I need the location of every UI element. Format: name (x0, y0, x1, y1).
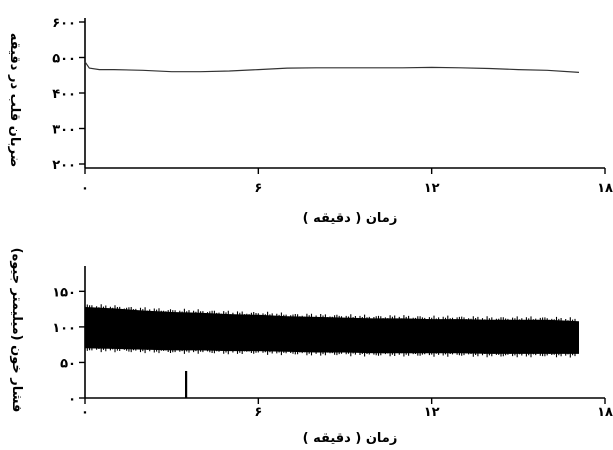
x-tick-label: ۶ (254, 181, 262, 196)
blood-pressure-y-axis: ۰ ۵۰ ۱۰۰ ۱۵۰ (52, 266, 86, 407)
blood-pressure-chart: ۰ ۵۰ ۱۰۰ ۱۵۰ ۰ ۶ ۱۲ ۱۸ فشار خون (میلیمتر جیوه)… (9, 248, 613, 446)
x-tick-label: ۰ (81, 181, 89, 196)
heart-rate-chart: ۲۰۰ ۳۰۰ ۴۰۰ ۵۰۰ ۶۰۰ ۰ ۶ ۱۲ ۱۸ ضربان قلب در دقیق… (7, 16, 613, 226)
x-tick-label: ۱۸ (597, 181, 613, 196)
y-tick-label: ۱۰۰ (52, 321, 76, 336)
y-tick-label: ۲۰۰ (52, 158, 76, 173)
x-tick-label: ۱۸ (597, 405, 613, 420)
blood-pressure-x-axis: ۰ ۶ ۱۲ ۱۸ (81, 397, 613, 420)
x-tick-label: ۶ (254, 405, 262, 420)
y-tick-label: ۵۰ (60, 356, 76, 371)
blood-pressure-x-axis-title: زمان ( دقیقه ) (303, 431, 398, 446)
heart-rate-x-axis-title: زمان ( دقیقه ) (303, 211, 398, 226)
blood-pressure-y-axis-title: فشار خون (میلیمتر جیوه) (9, 248, 24, 413)
y-tick-label: ۳۰۰ (52, 123, 76, 138)
y-tick-label: ۶۰۰ (52, 16, 76, 31)
y-tick-label: ۵۰۰ (52, 52, 76, 67)
heart-rate-x-axis: ۰ ۶ ۱۲ ۱۸ (81, 167, 613, 196)
y-tick-label: ۰ (68, 392, 76, 407)
blood-pressure-series (84, 304, 579, 398)
x-tick-label: ۱۲ (424, 181, 440, 196)
heart-rate-y-axis-title: ضربان قلب در دقیقه (7, 33, 22, 168)
heart-rate-y-axis: ۲۰۰ ۳۰۰ ۴۰۰ ۵۰۰ ۶۰۰ (52, 16, 86, 173)
x-tick-label: ۱۲ (424, 405, 440, 420)
x-tick-label: ۰ (81, 405, 89, 420)
y-tick-label: ۱۵۰ (52, 285, 76, 300)
heart-rate-line (84, 61, 580, 73)
heart-rate-series (84, 61, 580, 73)
blood-pressure-trace (84, 304, 578, 358)
y-tick-label: ۴۰۰ (52, 87, 76, 102)
